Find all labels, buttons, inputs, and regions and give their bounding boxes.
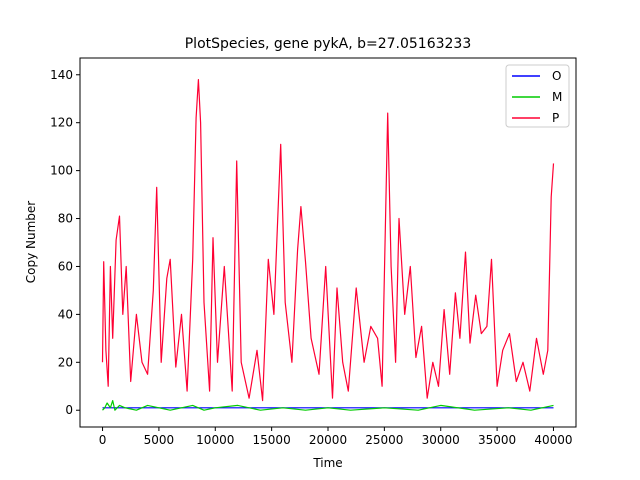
- y-tick-label: 40: [58, 307, 73, 321]
- y-tick-label: 60: [58, 259, 73, 273]
- y-tick-label: 120: [50, 116, 73, 130]
- series-line-p: [101, 78, 555, 402]
- x-tick-label: 15000: [253, 433, 291, 447]
- x-axis-label: Time: [312, 456, 342, 470]
- x-tick-label: 25000: [365, 433, 403, 447]
- y-tick-label: 20: [58, 355, 73, 369]
- x-tick-label: 40000: [534, 433, 572, 447]
- x-tick-label: 30000: [422, 433, 460, 447]
- x-axis: 0 5000 10000 15000 20000 25000 30000 35000 40000: [99, 427, 573, 447]
- series-line-m: [102, 400, 554, 411]
- legend-box: [505, 64, 570, 128]
- x-tick-label: 0: [99, 433, 107, 447]
- legend: OMP: [505, 64, 570, 128]
- y-axis: 0 20 40 60 80 100 120 140: [50, 68, 80, 417]
- series-layer: [101, 78, 555, 411]
- chart-title: PlotSpecies, gene pykA, b=27.05163233: [185, 36, 472, 52]
- plot-area: 0 5000 10000 15000 20000 25000 30000 35000 40000…: [50, 57, 577, 447]
- x-tick-label: 35000: [478, 433, 516, 447]
- y-tick-label: 80: [58, 212, 73, 226]
- legend-entries: OMP: [512, 69, 562, 125]
- legend-label-o: O: [552, 69, 561, 83]
- legend-label-m: M: [552, 90, 562, 104]
- y-tick-label: 0: [65, 403, 73, 417]
- y-axis-label: Copy Number: [24, 201, 38, 284]
- y-tick-label: 100: [50, 164, 73, 178]
- x-tick-label: 20000: [309, 433, 347, 447]
- x-tick-label: 10000: [196, 433, 234, 447]
- y-tick-label: 140: [50, 68, 73, 82]
- legend-label-p: P: [552, 111, 559, 125]
- x-tick-label: 5000: [144, 433, 175, 447]
